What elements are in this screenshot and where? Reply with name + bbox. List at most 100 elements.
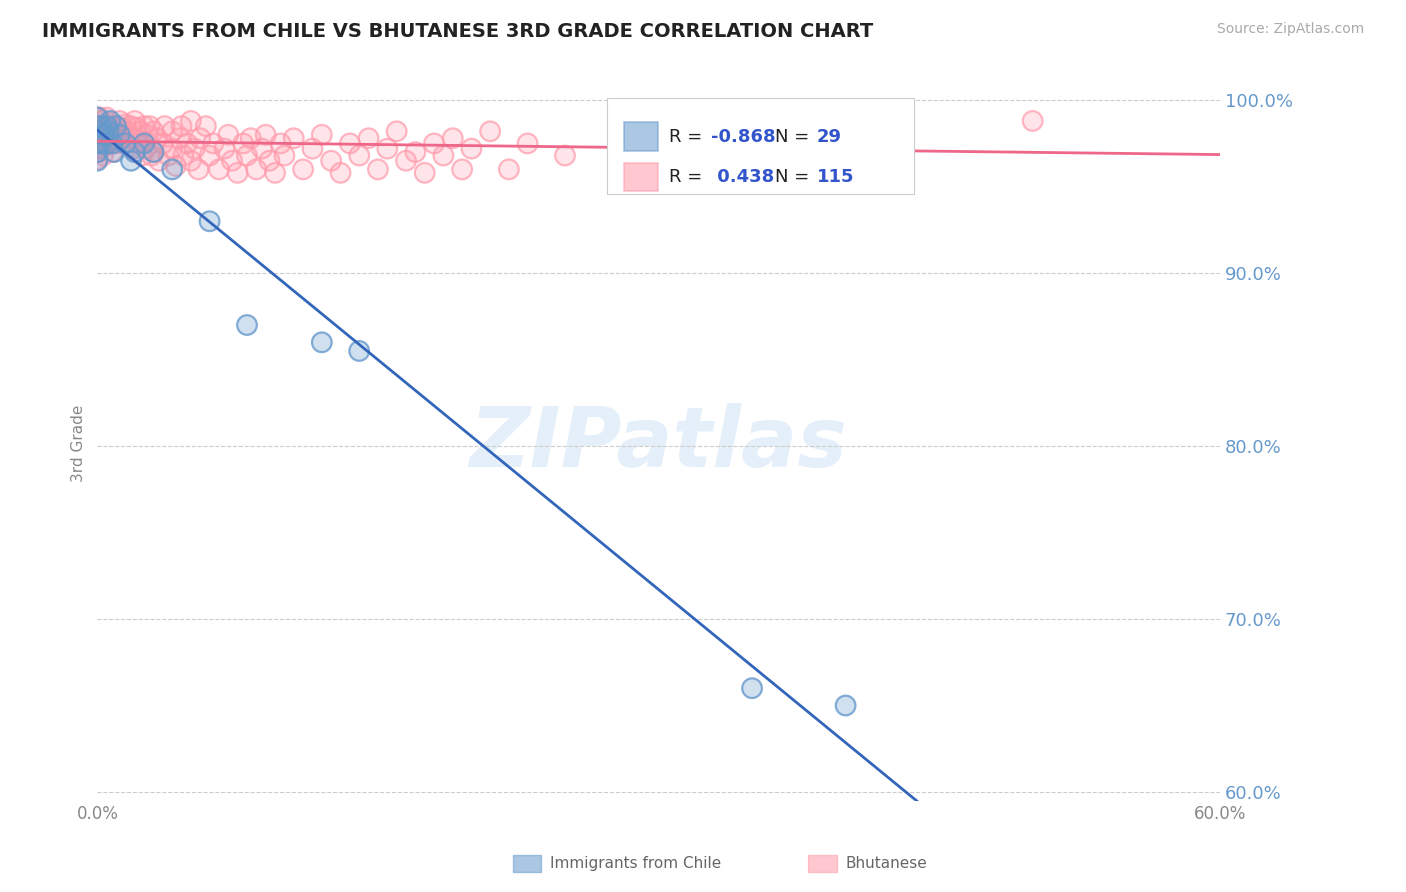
Point	[136, 128, 159, 142]
Point	[169, 131, 191, 145]
Point	[1021, 114, 1043, 128]
Point	[339, 136, 361, 151]
Point	[100, 114, 122, 128]
Point	[131, 148, 153, 162]
Point	[516, 136, 538, 151]
Point	[135, 142, 157, 156]
Point	[254, 128, 277, 142]
Point	[375, 142, 398, 156]
Point	[741, 111, 763, 125]
Point	[97, 116, 120, 130]
Point	[100, 135, 122, 149]
Point	[329, 166, 352, 180]
Point	[86, 119, 108, 133]
Point	[94, 124, 117, 138]
Point	[101, 136, 124, 151]
Point	[872, 119, 894, 133]
Point	[872, 119, 894, 133]
Point	[264, 166, 287, 180]
Text: R =: R =	[669, 128, 709, 145]
Point	[160, 124, 183, 138]
Point	[221, 153, 243, 168]
Point	[157, 148, 180, 162]
Point	[198, 214, 221, 228]
Point	[259, 153, 281, 168]
Point	[86, 119, 108, 133]
Point	[292, 162, 315, 177]
Text: R =: R =	[669, 168, 709, 186]
Point	[834, 698, 856, 713]
Point	[198, 214, 221, 228]
Text: Immigrants from Chile: Immigrants from Chile	[550, 856, 721, 871]
Point	[94, 128, 117, 142]
Point	[86, 111, 108, 125]
Point	[183, 142, 205, 156]
Point	[187, 162, 209, 177]
Text: 0.438: 0.438	[711, 168, 775, 186]
Point	[90, 119, 112, 133]
Point	[172, 148, 194, 162]
Point	[96, 111, 118, 125]
Point	[124, 114, 146, 128]
Point	[124, 131, 146, 145]
Point	[413, 166, 436, 180]
Point	[194, 119, 217, 133]
Point	[111, 120, 134, 135]
Point	[226, 166, 249, 180]
Point	[180, 114, 202, 128]
Point	[451, 162, 474, 177]
Point	[105, 119, 128, 133]
Point	[124, 131, 146, 145]
Point	[105, 136, 128, 151]
Point	[129, 124, 152, 138]
Point	[86, 142, 108, 156]
Point	[367, 162, 389, 177]
Point	[138, 119, 160, 133]
Point	[1021, 114, 1043, 128]
Point	[112, 128, 135, 142]
Point	[124, 145, 146, 159]
Point	[245, 162, 267, 177]
Point	[89, 145, 111, 159]
Point	[321, 153, 343, 168]
Point	[91, 148, 114, 162]
Point	[107, 124, 129, 138]
Point	[460, 142, 482, 156]
Point	[96, 111, 118, 125]
Point	[105, 119, 128, 133]
Point	[90, 142, 112, 156]
Point	[432, 148, 454, 162]
Point	[208, 162, 231, 177]
Point	[311, 335, 333, 350]
Point	[86, 111, 108, 125]
Point	[114, 117, 136, 131]
Point	[90, 128, 112, 142]
Point	[124, 114, 146, 128]
Point	[94, 136, 117, 151]
Point	[114, 136, 136, 151]
Point	[129, 124, 152, 138]
Point	[86, 145, 108, 159]
Point	[86, 152, 108, 166]
Point	[148, 153, 170, 168]
Point	[180, 114, 202, 128]
Point	[91, 128, 114, 142]
Point	[160, 162, 183, 177]
Point	[170, 119, 193, 133]
Point	[311, 128, 333, 142]
Point	[165, 159, 187, 173]
Point	[188, 131, 211, 145]
Point	[176, 136, 198, 151]
Point	[441, 131, 464, 145]
Text: Bhutanese: Bhutanese	[845, 856, 927, 871]
Point	[647, 128, 669, 142]
Point	[236, 318, 259, 332]
Point	[180, 153, 202, 168]
Text: Source: ZipAtlas.com: Source: ZipAtlas.com	[1216, 22, 1364, 37]
Point	[91, 119, 114, 133]
Point	[423, 136, 446, 151]
Text: ZIPatlas: ZIPatlas	[470, 403, 848, 484]
Point	[96, 119, 118, 133]
Point	[112, 128, 135, 142]
Point	[97, 116, 120, 130]
